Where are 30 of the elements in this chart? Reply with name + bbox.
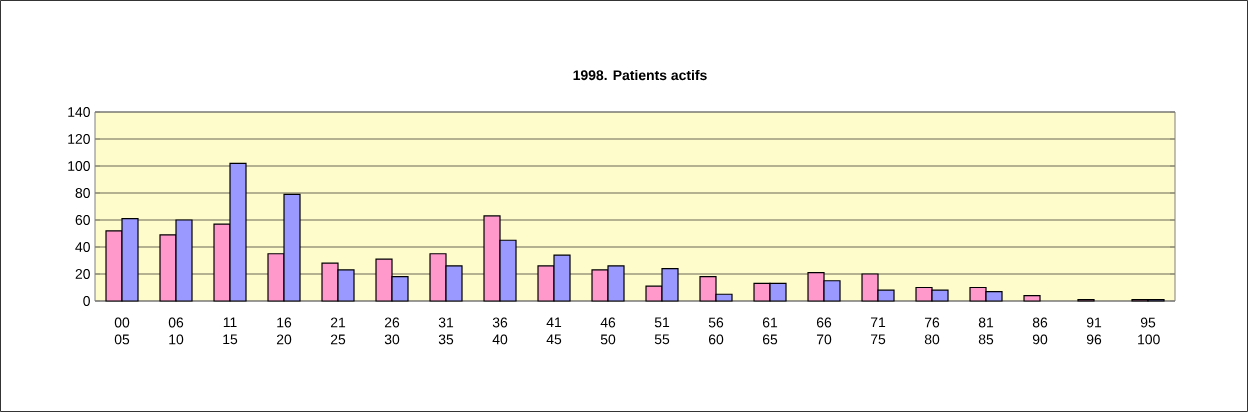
y-tick-label: 80 bbox=[75, 188, 90, 198]
x-tick-label: 16 20 bbox=[276, 317, 292, 345]
x-tick-label: 06 10 bbox=[168, 317, 184, 345]
x-tick-label: 36 40 bbox=[492, 317, 508, 345]
bar bbox=[1023, 295, 1041, 302]
x-tick-label: 86 90 bbox=[1032, 317, 1048, 345]
y-tick-label: 120 bbox=[68, 134, 90, 144]
x-tick-label: 51 55 bbox=[654, 317, 670, 345]
y-tick-label: 140 bbox=[68, 107, 90, 117]
x-tick-label: 76 80 bbox=[924, 317, 940, 345]
y-tick-label: 0 bbox=[83, 296, 90, 306]
x-tick-label: 71 75 bbox=[870, 317, 886, 345]
x-tick-label: 81 85 bbox=[978, 317, 994, 345]
y-tick-label: 60 bbox=[75, 215, 90, 225]
y-tick-label: 100 bbox=[68, 161, 90, 171]
x-tick-label: 21 25 bbox=[330, 317, 346, 345]
y-tick-label: 40 bbox=[75, 242, 90, 252]
x-tick-label: 11 15 bbox=[223, 317, 238, 345]
x-tick-label: 46 50 bbox=[600, 317, 616, 345]
chart-title: 1998. Patients actifs bbox=[573, 69, 707, 81]
x-tick-label: 41 45 bbox=[546, 317, 562, 345]
x-tick-label: 26 30 bbox=[384, 317, 400, 345]
x-tick-label: 95 100 bbox=[1138, 317, 1160, 345]
x-tick-label: 66 70 bbox=[816, 317, 832, 345]
x-tick-label: 31 35 bbox=[438, 317, 454, 345]
x-tick-label: 91 96 bbox=[1086, 317, 1102, 345]
x-tick-label: 61 65 bbox=[762, 317, 778, 345]
x-tick-label: 56 60 bbox=[708, 317, 724, 345]
x-tick-label: 00 05 bbox=[114, 317, 130, 345]
y-tick-label: 20 bbox=[75, 269, 90, 279]
